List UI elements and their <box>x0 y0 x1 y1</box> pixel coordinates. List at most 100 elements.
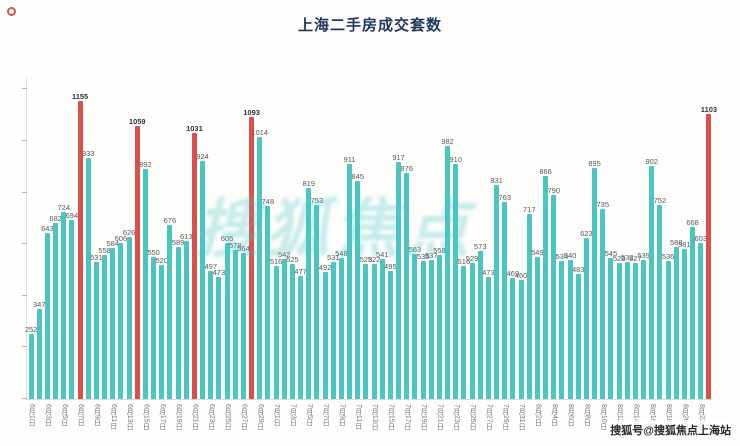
bar <box>583 238 589 399</box>
bar-value-label: 676 <box>163 216 177 225</box>
y-axis-tick <box>22 398 27 399</box>
x-axis-label: 7月31日 <box>518 404 526 430</box>
bar <box>281 259 287 399</box>
x-axis-label: 7月9日 <box>338 404 346 426</box>
bar-value-label: 902 <box>645 157 658 166</box>
bar-value-label: 532 <box>620 253 634 262</box>
bar <box>461 266 467 399</box>
bar <box>608 258 614 399</box>
bar-value-label: 1014 <box>251 128 269 137</box>
bar <box>453 164 459 399</box>
bar <box>673 247 679 399</box>
bar <box>102 255 108 399</box>
bar-value-label: 531 <box>90 253 103 262</box>
x-axis-label: 7月25日 <box>469 404 477 430</box>
x-axis-label: 7月3日 <box>289 404 297 426</box>
bar-value-label: 522 <box>367 255 381 264</box>
bar <box>559 261 565 399</box>
y-axis-tick <box>22 191 27 193</box>
bar-value-label: 623 <box>580 229 593 238</box>
bar <box>118 243 124 399</box>
bar <box>289 264 295 399</box>
bar <box>126 237 132 399</box>
bar-value-label: 534 <box>555 252 569 261</box>
bar-value-label: 537 <box>424 251 438 260</box>
bar-value-label: 866 <box>539 167 552 176</box>
plot-wrap: 252 347 643 682 724 694 1155 933 531 558 584 606 626… <box>22 78 717 430</box>
bar <box>616 263 622 399</box>
bar-value-label: 917 <box>392 153 405 162</box>
bar <box>338 258 344 399</box>
bar <box>347 164 353 399</box>
bar <box>159 265 165 399</box>
bar <box>510 278 516 399</box>
bar-value-label: 753 <box>310 196 324 205</box>
bar-value-label: 473 <box>212 268 226 277</box>
bar-value-label: 573 <box>473 242 487 251</box>
bar <box>273 266 279 399</box>
x-axis-label: 8月6日 <box>567 404 575 426</box>
bar-value-label: 539 <box>637 251 650 260</box>
bar-value-label: 606 <box>114 234 128 243</box>
bar-value-label: 668 <box>686 218 699 227</box>
x-axis-label: 8月14日 <box>632 404 640 430</box>
bar <box>306 188 312 399</box>
bar-value-label: 588 <box>669 238 683 247</box>
bar-value-label: 584 <box>106 239 119 248</box>
bar <box>265 206 271 399</box>
bar <box>28 334 34 399</box>
bar <box>518 280 524 399</box>
bar <box>85 158 91 399</box>
bar-value-label: 525 <box>286 255 299 264</box>
bar-value-label: 790 <box>547 186 560 195</box>
x-axis-label: 8月8日 <box>583 404 591 426</box>
bar-value-label: 483 <box>571 265 585 274</box>
bar <box>322 272 328 399</box>
bar <box>200 161 206 399</box>
bar <box>534 257 540 399</box>
bar <box>69 220 75 399</box>
bar-value-label: 605 <box>220 234 234 243</box>
bar-value-label: 694 <box>65 211 79 220</box>
bar-value-label: 527 <box>629 254 642 263</box>
bar-value-label: 924 <box>196 152 209 161</box>
bar-value-label: 876 <box>400 164 413 173</box>
bar-value-label: 549 <box>531 248 544 257</box>
bar-value-label: 895 <box>588 159 601 168</box>
x-axis-label: 8月12日 <box>616 404 624 430</box>
bar-value-label: 477 <box>294 267 307 276</box>
bar-highlighted <box>706 114 712 399</box>
bar <box>36 309 42 399</box>
bar <box>641 260 647 399</box>
bar <box>649 166 655 399</box>
y-axis-tick <box>22 88 27 90</box>
bar-value-label: 523 <box>359 255 373 264</box>
bar-value-label: 845 <box>351 172 364 181</box>
bar-value-label: 581 <box>678 240 691 249</box>
bar <box>600 209 606 399</box>
bar <box>477 251 483 399</box>
bar-value-label: 535 <box>416 252 430 261</box>
bar <box>330 262 336 399</box>
x-axis-label: 7月27日 <box>485 404 493 430</box>
bar <box>240 253 246 399</box>
bar <box>494 185 500 399</box>
x-axis-label: 6月1日 <box>28 404 36 426</box>
bar-value-label: 589 <box>171 238 185 247</box>
bar-value-label: 819 <box>302 179 315 188</box>
bar-highlighted <box>249 117 255 399</box>
bar-value-label: 520 <box>155 256 168 265</box>
plot-area: 252 347 643 682 724 694 1155 933 531 558 584 606 626… <box>22 78 717 400</box>
bar-value-label: 528 <box>612 254 626 263</box>
bar-value-label: 516 <box>269 257 283 266</box>
bar-value-label: 460 <box>514 271 528 280</box>
bar <box>502 202 508 399</box>
bar <box>657 205 663 399</box>
bar <box>436 255 442 399</box>
bar-value-label: 1155 <box>71 92 89 101</box>
bar <box>183 241 189 399</box>
bar-value-label: 1031 <box>186 124 203 133</box>
bar-value-label: 541 <box>375 250 389 259</box>
bar <box>665 261 671 399</box>
bar <box>526 214 532 399</box>
